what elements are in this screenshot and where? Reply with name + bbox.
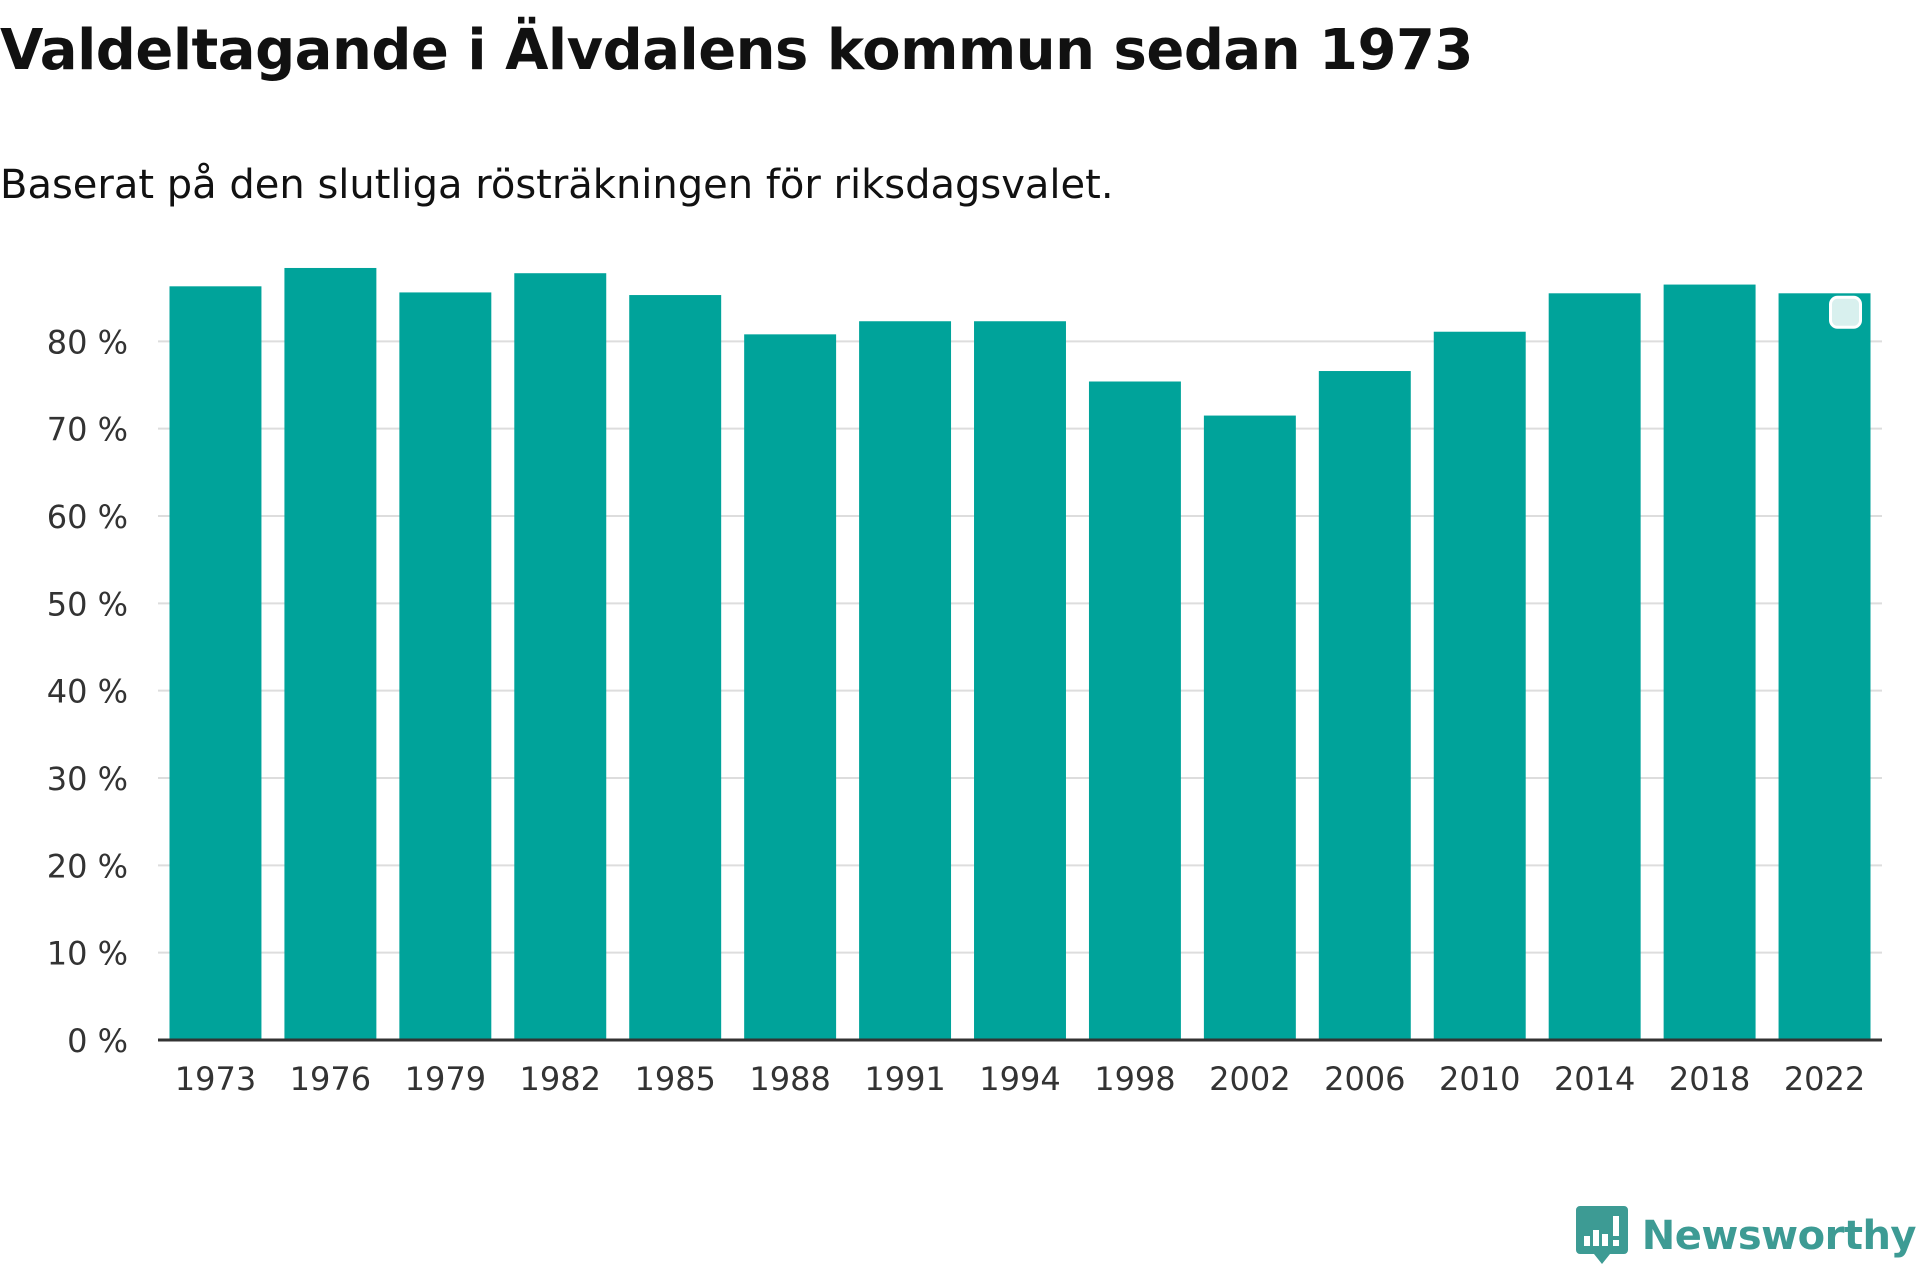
x-tick-label: 2006 <box>1324 1060 1405 1098</box>
bar-1998 <box>1088 381 1181 1040</box>
x-tick-label: 1982 <box>520 1060 601 1098</box>
bar-1991 <box>859 321 952 1040</box>
bar-1985 <box>629 295 722 1041</box>
bar-1976 <box>284 267 377 1040</box>
bar-2002 <box>1203 415 1296 1041</box>
x-tick-label: 1985 <box>634 1060 715 1098</box>
y-tick-label: 10 % <box>47 935 128 973</box>
x-tick-label: 1991 <box>864 1060 945 1098</box>
bar-1994 <box>974 321 1066 1040</box>
y-tick-label: 60 % <box>47 498 128 536</box>
x-tick-label: 1994 <box>979 1060 1060 1098</box>
x-tick-label: 2010 <box>1439 1060 1520 1098</box>
bar-1982 <box>514 273 607 1040</box>
chart-subtitle: Baserat på den slutliga rösträkningen fö… <box>0 162 1114 208</box>
x-tick-label: 1998 <box>1094 1060 1175 1098</box>
bar-1973 <box>169 286 262 1040</box>
bar-2014 <box>1548 293 1641 1040</box>
y-tick-label: 0 % <box>67 1022 128 1060</box>
brand-logo: Newsworthy <box>1575 1206 1917 1266</box>
x-tick-label: 1973 <box>175 1060 256 1098</box>
bar-2022 <box>1778 293 1871 1040</box>
y-tick-label: 30 % <box>47 760 128 798</box>
highlight-marker <box>1829 295 1863 329</box>
brand-name: Newsworthy <box>1641 1213 1917 1259</box>
bar-1979 <box>399 292 492 1041</box>
bar-2010 <box>1433 331 1526 1040</box>
bar-1988 <box>744 334 837 1040</box>
x-tick-label: 1976 <box>290 1060 371 1098</box>
x-tick-label: 2014 <box>1554 1060 1635 1098</box>
y-tick-label: 40 % <box>47 673 128 711</box>
y-tick-label: 50 % <box>47 585 128 623</box>
x-tick-label: 2002 <box>1209 1060 1290 1098</box>
x-tick-label: 2018 <box>1669 1060 1750 1098</box>
bar-2006 <box>1318 371 1411 1040</box>
chart-title: Valdeltagande i Älvdalens kommun sedan 1… <box>0 18 1473 83</box>
bar-2018 <box>1663 284 1756 1041</box>
y-tick-label: 80 % <box>47 323 128 361</box>
y-tick-label: 20 % <box>47 847 128 885</box>
x-tick-label: 1988 <box>749 1060 830 1098</box>
x-tick-label: 1979 <box>405 1060 486 1098</box>
y-tick-label: 70 % <box>47 411 128 449</box>
newsworthy-logo-icon <box>1575 1206 1628 1264</box>
x-tick-label: 2022 <box>1784 1060 1865 1098</box>
